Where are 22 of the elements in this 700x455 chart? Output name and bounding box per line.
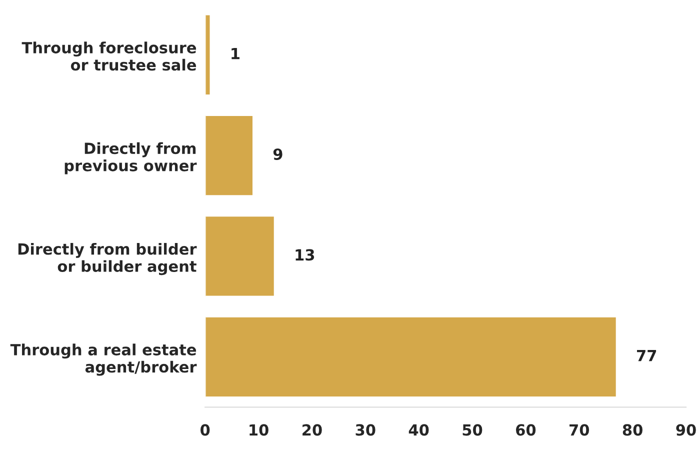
x-tick-label: 30 — [356, 424, 376, 436]
y-tick-label: Directly from builder or builder agent — [18, 242, 197, 276]
bar — [205, 14, 212, 96]
y-tick-label: Directly from previous owner — [64, 142, 197, 174]
data-label: 77 — [637, 350, 656, 362]
bar — [205, 215, 276, 298]
x-tick-label: 0 — [200, 424, 210, 436]
x-tick-label: 50 — [462, 424, 482, 436]
x-tick-label: 70 — [570, 424, 590, 436]
y-tick-label: Through foreclosure or trustee sale — [22, 42, 196, 71]
x-tick-label: 10 — [250, 424, 268, 436]
x-tick-label: 80 — [622, 424, 642, 436]
x-tick-label: 40 — [408, 424, 429, 436]
bar — [205, 114, 254, 197]
bar — [205, 316, 618, 398]
data-label: 1 — [232, 48, 240, 60]
x-tick-label: 20 — [302, 424, 322, 436]
y-tick-label: Through a real estate agent/broker — [10, 344, 197, 376]
x-tick-label: 60 — [516, 424, 536, 436]
data-label: 13 — [296, 249, 314, 261]
x-tick-label: 90 — [676, 424, 696, 436]
data-label: 9 — [273, 148, 282, 160]
